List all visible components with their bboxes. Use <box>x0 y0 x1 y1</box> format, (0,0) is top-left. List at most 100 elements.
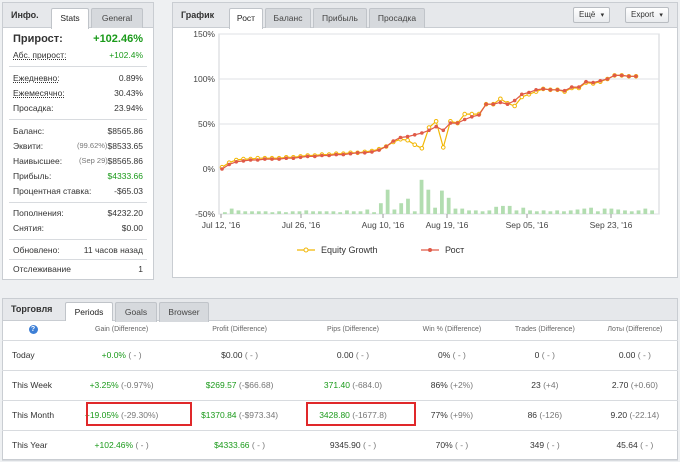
x-tick-label: Aug 10, '16 <box>362 220 405 230</box>
bar <box>317 211 322 214</box>
point <box>470 115 474 119</box>
daily-value: 0.89% <box>118 73 143 83</box>
lots-cell: 2.70 <box>611 380 629 390</box>
pips-diff: (-684.0) <box>352 380 383 390</box>
trades-cell: 86 <box>527 410 538 420</box>
bar <box>616 209 621 214</box>
win-diff: (+9%) <box>450 410 474 420</box>
lots-diff: (-22.14) <box>629 410 660 420</box>
chevron-down-icon: ▾ <box>659 12 663 19</box>
point <box>541 87 546 91</box>
monthly-label: Ежемесячно: <box>13 88 65 98</box>
point <box>398 135 403 140</box>
tab-general[interactable]: General <box>91 8 143 28</box>
point <box>419 146 425 151</box>
bar <box>494 206 499 214</box>
col-profit[interactable]: Profit (Difference) <box>179 320 300 341</box>
bar <box>277 211 282 214</box>
bar <box>419 179 424 214</box>
export-button[interactable]: Export ▾ <box>625 7 669 23</box>
legend-label: Equity Growth <box>321 245 378 255</box>
y-tick-label: -50% <box>195 209 215 219</box>
col-trades[interactable]: Trades (Difference) <box>497 320 592 341</box>
table-row: This Month +19.05% (-29.30%) $1370.84 (-… <box>2 400 678 431</box>
bar <box>514 210 519 214</box>
bar <box>331 211 336 214</box>
point <box>548 88 553 92</box>
x-tick-label: Jul 12, '16 <box>202 220 241 230</box>
point <box>320 153 324 158</box>
bar <box>426 189 431 214</box>
equity-pct: (99.62%) <box>77 141 108 150</box>
point <box>248 158 253 162</box>
bar <box>460 208 465 214</box>
gain-value: +102.46% <box>93 33 143 45</box>
bar <box>636 210 641 214</box>
col-pips[interactable]: Pips (Difference) <box>300 320 406 341</box>
x-tick-label: Sep 23, '16 <box>590 220 633 230</box>
col-gain[interactable]: Gain (Difference) <box>64 320 180 341</box>
profit-diff: ( - ) <box>244 350 259 360</box>
win-diff: ( - ) <box>455 440 469 450</box>
bar <box>467 210 471 214</box>
bar <box>440 190 444 214</box>
point <box>227 162 231 167</box>
updated-label: Обновлено: <box>13 245 60 255</box>
win-diff: ( - ) <box>452 350 466 360</box>
point <box>440 145 446 150</box>
point <box>484 102 488 106</box>
tab-balance[interactable]: Баланс <box>265 8 311 28</box>
gain-row: Прирост: +102.46% <box>13 33 143 47</box>
period-label: This Year <box>2 430 64 461</box>
bar <box>406 198 410 214</box>
bar <box>385 189 390 214</box>
periods-header-row: ? Gain (Difference) Profit (Difference) … <box>2 320 678 341</box>
x-tick-label: Sep 05, '16 <box>506 220 549 230</box>
tab-growth[interactable]: Рост <box>229 8 263 29</box>
equity-label: Эквити: <box>13 141 44 151</box>
col-lots[interactable]: Лоты (Difference) <box>591 320 678 341</box>
x-tick-label: Jul 26, '16 <box>282 220 321 230</box>
win-diff: (+2%) <box>450 380 474 390</box>
point <box>555 88 560 92</box>
col-win[interactable]: Win % (Difference) <box>405 320 498 341</box>
point <box>291 156 296 160</box>
point <box>220 167 224 171</box>
tab-goals[interactable]: Goals <box>115 302 157 322</box>
point <box>355 151 360 155</box>
profit-cell: $269.57 <box>205 380 237 390</box>
point <box>534 88 538 92</box>
updated-value: 11 часов назад <box>83 245 143 255</box>
tab-browser[interactable]: Browser <box>159 302 209 322</box>
bar <box>650 210 654 214</box>
bar <box>250 211 254 214</box>
point <box>405 134 410 139</box>
tracking-value[interactable]: 1 <box>138 264 143 274</box>
bar <box>555 210 560 214</box>
export-button-label: Export <box>631 10 655 19</box>
tab-drawdown[interactable]: Просадка <box>369 8 425 28</box>
pips-cell: 9345.90 <box>329 440 361 450</box>
help-icon[interactable]: ? <box>28 325 38 335</box>
bar <box>589 207 593 214</box>
highest-label: Наивысшее: <box>13 156 63 166</box>
legend-marker <box>303 247 309 253</box>
bar <box>575 209 580 214</box>
tab-stats[interactable]: Stats <box>51 8 89 29</box>
more-button[interactable]: Ещё ▾ <box>573 7 611 23</box>
deposits-value: $4232.20 <box>107 208 143 218</box>
point <box>391 139 396 143</box>
y-tick-label: 0% <box>203 164 216 174</box>
profit-cell: $1370.84 <box>201 410 237 420</box>
gain-diff: ( - ) <box>128 350 142 360</box>
table-row: This Year +102.46% ( - ) $4333.66 ( - ) … <box>2 430 678 461</box>
point <box>441 128 446 133</box>
profit-diff: (-$973.34) <box>238 410 279 420</box>
point <box>505 102 510 106</box>
point <box>334 152 339 157</box>
tab-profit[interactable]: Прибыль <box>313 8 367 28</box>
profit-label: Прибыль: <box>13 171 52 181</box>
y-tick-label: 100% <box>193 74 215 84</box>
point <box>498 96 503 102</box>
tab-periods[interactable]: Periods <box>65 302 113 321</box>
